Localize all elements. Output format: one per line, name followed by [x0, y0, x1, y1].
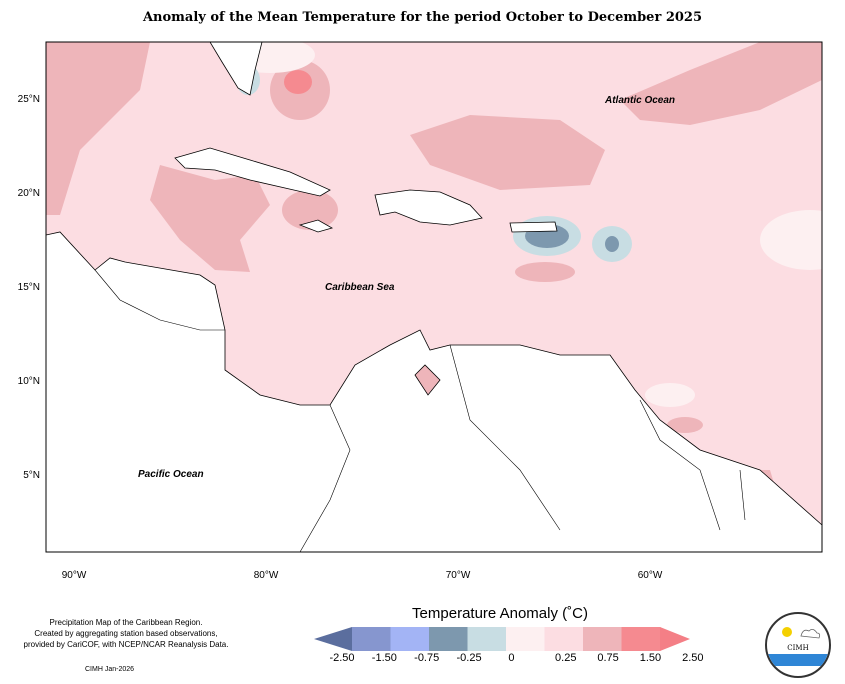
legend-swatch: [583, 627, 622, 651]
legend-tick-label: -1.50: [372, 652, 397, 664]
legend-swatch: [390, 627, 430, 651]
logo-text: CIMH: [787, 644, 808, 652]
legend-swatch: [352, 627, 391, 651]
borders: [94, 269, 746, 552]
anomaly-map: Atlantic Ocean Caribbean Sea Pacific Oce…: [18, 41, 823, 581]
credit-line: Created by aggregating station based obs…: [34, 629, 218, 638]
landmasses: [46, 42, 822, 552]
legend-swatch: [467, 627, 507, 651]
logo-graphic: CIMH: [767, 627, 829, 666]
legend-tick-label: 2.50: [682, 652, 703, 664]
lat-tick-label: 15°N: [18, 282, 40, 293]
legend-tick-label: -2.50: [329, 652, 354, 664]
color-legend: -2.50 -1.50 -0.75 -0.25 0 0.25 0.75 1.50 2.50: [314, 627, 704, 664]
lat-tick-label: 20°N: [18, 188, 40, 199]
lon-tick-label: 70°W: [446, 570, 471, 581]
latitude-axis: 25°N 20°N 15°N 10°N 5°N: [18, 94, 40, 481]
cimh-logo: CIMH: [765, 612, 831, 678]
map-frame: [45, 41, 823, 553]
credit-stamp: CIMH Jan-2026: [85, 666, 135, 673]
legend-title: Temperature Anomaly (˚C): [412, 605, 588, 622]
lon-tick-label: 90°W: [62, 570, 87, 581]
legend-swatch: [621, 627, 661, 651]
credit-text: Precipitation Map of the Caribbean Regio…: [10, 617, 242, 650]
lon-tick-label: 80°W: [254, 570, 279, 581]
strong-warm-patch: [284, 70, 312, 94]
legend-arrow-low: [314, 627, 352, 651]
legend-arrow-high: [660, 627, 690, 651]
label-pacific-ocean: Pacific Ocean: [138, 469, 204, 480]
legend-swatch: [506, 627, 545, 651]
lat-tick-label: 10°N: [18, 376, 40, 387]
lon-tick-label: 60°W: [638, 570, 663, 581]
lat-tick-label: 25°N: [18, 94, 40, 105]
legend-tick-label: 0.25: [555, 652, 576, 664]
cloud-icon: [800, 629, 821, 639]
legend-tick-label: -0.25: [457, 652, 482, 664]
legend-swatch: [429, 627, 468, 651]
longitude-axis: 90°W 80°W 70°W 60°W: [62, 570, 663, 581]
legend-tick-label: -0.75: [414, 652, 439, 664]
lat-tick-label: 5°N: [23, 470, 40, 481]
legend-tick-label: 0.75: [597, 652, 618, 664]
sun-icon: [782, 627, 792, 637]
map-field: [46, 42, 822, 552]
credit-line: provided by CariCOF, with NCEP/NCAR Rean…: [23, 640, 229, 649]
legend-tick-label: 1.50: [640, 652, 661, 664]
legend-swatch: [544, 627, 584, 651]
label-caribbean-sea: Caribbean Sea: [325, 282, 395, 293]
map-title: Anomaly of the Mean Temperature for the …: [142, 10, 703, 25]
credit-line: Precipitation Map of the Caribbean Regio…: [49, 618, 203, 627]
waves-icon: [767, 654, 829, 666]
legend-tick-label: 0: [508, 652, 514, 664]
label-atlantic-ocean: Atlantic Ocean: [604, 95, 675, 106]
